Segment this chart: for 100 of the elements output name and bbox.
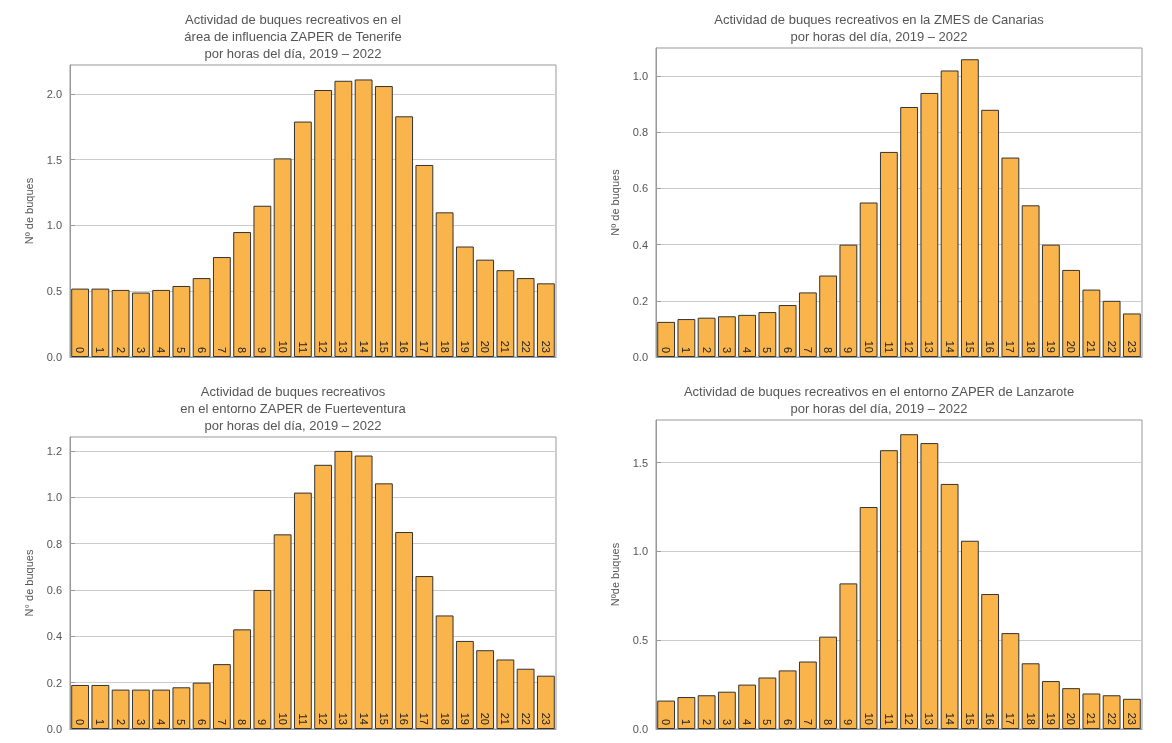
x-tick-label: 15 — [377, 340, 390, 353]
y-tick-label: 0.6 — [46, 583, 62, 596]
bar — [435, 212, 454, 357]
y-tick-label: 0.4 — [46, 629, 62, 642]
bar — [516, 668, 535, 729]
y-tick-label: 0.8 — [632, 126, 648, 139]
x-tick-label: 23 — [1125, 712, 1138, 725]
bar — [516, 278, 535, 357]
y-tick-label: 2.0 — [46, 87, 62, 100]
x-tick-label: 1 — [94, 346, 107, 353]
bar — [758, 312, 777, 357]
bar — [798, 292, 817, 357]
bar — [233, 232, 252, 357]
x-tick-label: 15 — [963, 340, 976, 353]
bar — [435, 614, 454, 729]
bar — [192, 682, 211, 729]
x-tick-label: 12 — [903, 712, 916, 725]
bar — [900, 433, 919, 729]
x-tick-label: 6 — [781, 346, 794, 353]
bar — [1062, 687, 1081, 729]
bar — [677, 696, 696, 729]
x-tick-label: 16 — [984, 340, 997, 353]
bar — [71, 288, 90, 357]
x-tick-label: 16 — [398, 712, 411, 725]
x-tick-label: 17 — [418, 340, 431, 353]
bar — [879, 151, 898, 357]
y-axis-title: Nºde buques — [608, 541, 621, 606]
bar — [1082, 692, 1101, 729]
bar — [476, 649, 495, 729]
bar — [981, 109, 1000, 357]
bar — [960, 59, 979, 357]
x-tick-label: 10 — [862, 712, 875, 725]
bar — [839, 582, 858, 729]
x-tick-label: 19 — [458, 340, 471, 353]
bar — [738, 684, 757, 729]
y-tick-label: 1.0 — [46, 219, 62, 232]
bar — [900, 106, 919, 357]
bar — [1041, 680, 1060, 729]
x-tick-label: 20 — [479, 340, 492, 353]
bar — [111, 689, 130, 729]
x-tick-label: 5 — [761, 718, 774, 725]
x-tick-label: 13 — [923, 340, 936, 353]
bar — [455, 640, 474, 729]
x-tick-label: 6 — [781, 718, 794, 725]
bar — [738, 314, 757, 357]
bar — [1062, 269, 1081, 357]
bar — [940, 70, 959, 357]
bar — [293, 121, 312, 357]
chart-title: Actividad de buques recreativos en el entorno ZAPER de Lanzarote por horas del día, 2019 – 2022 — [683, 383, 1075, 416]
x-tick-label: 4 — [741, 718, 754, 725]
x-tick-label: 14 — [943, 712, 956, 725]
x-tick-label: 12 — [903, 340, 916, 353]
x-tick-label: 7 — [801, 346, 814, 353]
bar — [496, 658, 515, 729]
bar — [1001, 157, 1020, 357]
x-tick-label: 14 — [357, 340, 370, 353]
bar — [293, 492, 312, 729]
x-tick-label: 21 — [1085, 712, 1098, 725]
bar — [455, 246, 474, 357]
x-tick-label: 22 — [519, 712, 532, 725]
x-tick-label: 0 — [74, 718, 87, 725]
x-tick-label: 0 — [660, 718, 673, 725]
chart-title: Actividad de buques recreativos en la ZMES de Canarias por horas del día, 2019 – 2022 — [714, 12, 1045, 44]
x-tick-label: 9 — [256, 718, 269, 725]
bar — [1102, 300, 1121, 357]
bar — [314, 89, 333, 357]
x-tick-label: 12 — [317, 340, 330, 353]
x-tick-label: 5 — [761, 346, 774, 353]
bar — [374, 482, 393, 729]
y-axis-title: Nº de buques — [22, 177, 35, 245]
x-tick-label: 5 — [175, 346, 188, 353]
bar — [212, 257, 231, 357]
y-tick-label: 1.5 — [632, 456, 648, 469]
bar — [920, 442, 939, 729]
y-tick-label: 1.0 — [46, 490, 62, 503]
bar — [717, 316, 736, 357]
bar — [131, 292, 150, 357]
bar — [253, 589, 272, 729]
bar — [798, 661, 817, 729]
bar — [111, 289, 130, 357]
x-tick-label: 19 — [1044, 340, 1057, 353]
bar — [819, 636, 838, 729]
x-tick-label: 3 — [720, 718, 733, 725]
x-tick-label: 2 — [700, 346, 713, 353]
x-tick-label: 11 — [882, 713, 895, 725]
y-tick-label: 0.8 — [46, 537, 62, 550]
x-tick-label: 16 — [398, 340, 411, 353]
x-tick-label: 6 — [195, 718, 208, 725]
bar — [152, 289, 171, 357]
bar — [71, 684, 90, 729]
bar — [334, 450, 353, 729]
x-tick-label: 10 — [276, 712, 289, 725]
x-tick-label: 18 — [438, 712, 451, 725]
bar — [212, 663, 231, 729]
x-tick-label: 8 — [822, 346, 835, 353]
bar — [536, 675, 555, 729]
bar — [1001, 632, 1020, 729]
x-tick-label: 16 — [984, 712, 997, 725]
bar — [657, 700, 676, 729]
bar — [354, 79, 373, 357]
